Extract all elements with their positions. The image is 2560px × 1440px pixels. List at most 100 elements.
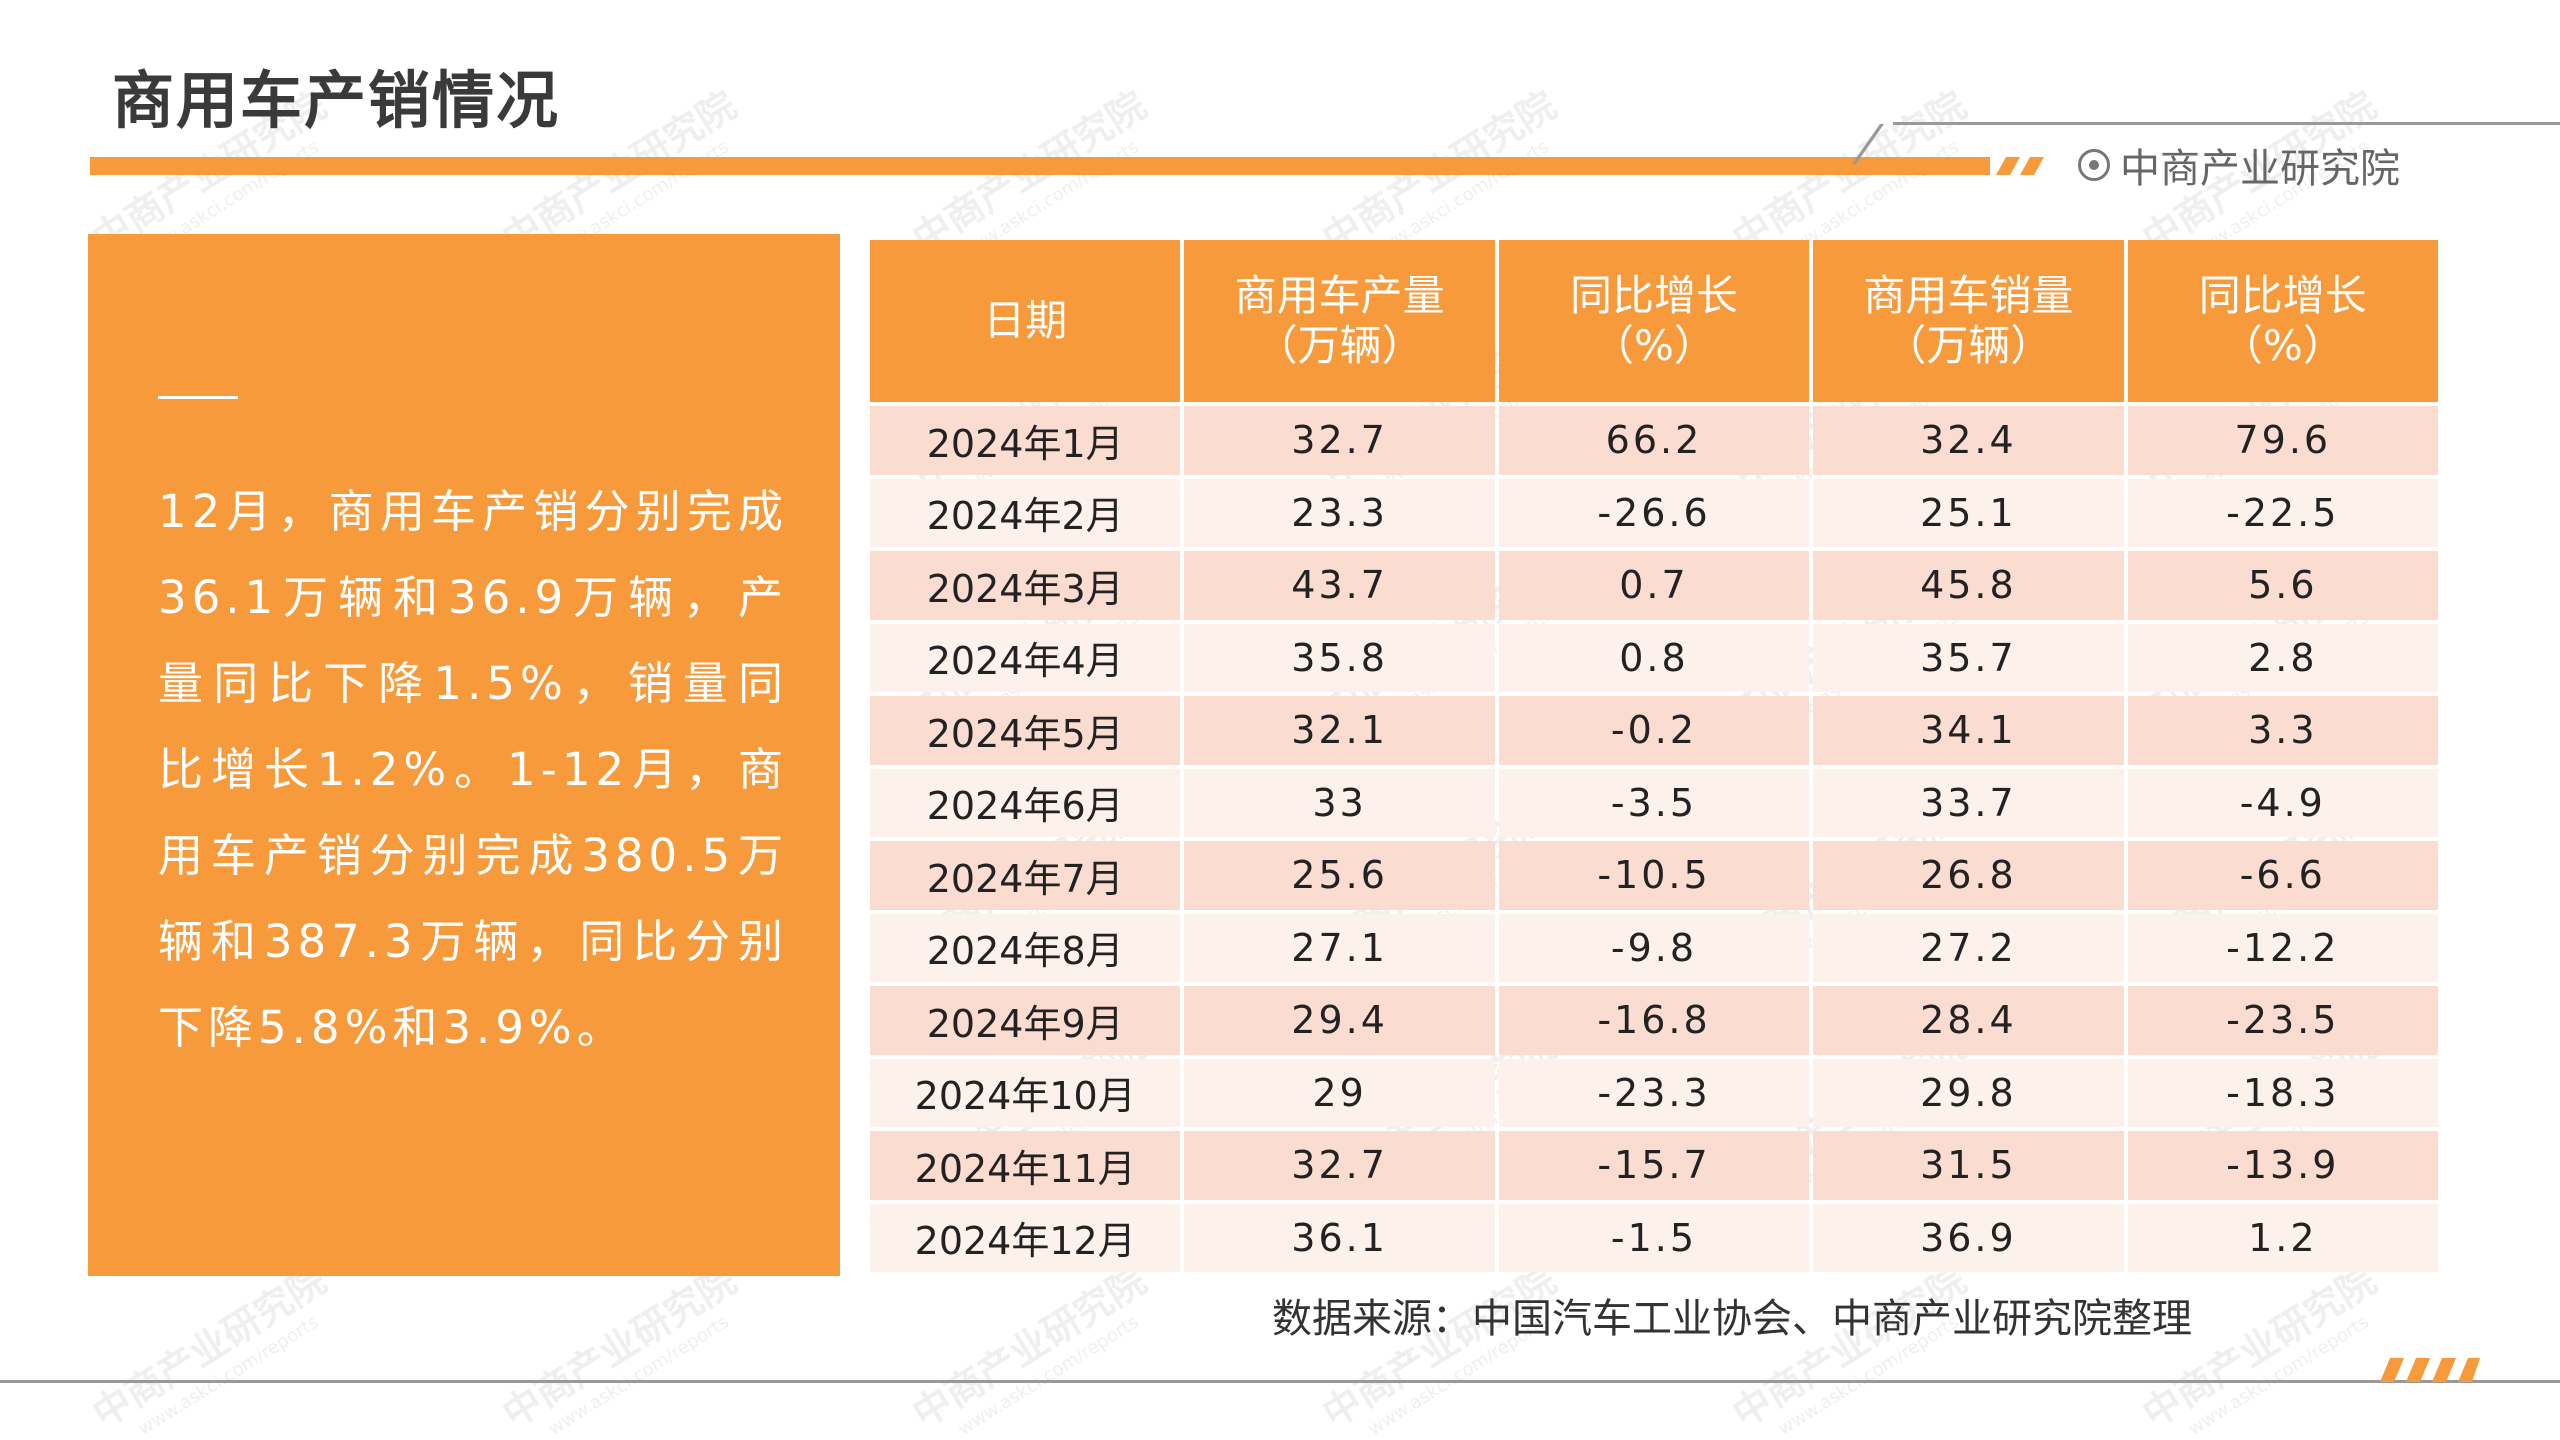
date-cell: 2024年1月 (870, 406, 1181, 475)
column-header-line: （%） (1592, 321, 1716, 370)
value-cell: 33.7 (1813, 768, 2124, 837)
value-cell: 3.3 (2127, 696, 2438, 765)
column-header: 商用车产量 （万辆） (1184, 240, 1495, 402)
value-cell: -4.9 (2127, 768, 2438, 837)
footer-stripes-decoration (2380, 1358, 2480, 1382)
value-cell: -9.8 (1498, 913, 1810, 982)
table-body: 2024年1月 32.7 66.2 32.4 79.6 2024年2月 23.3 -26.6 2… (870, 406, 2438, 1272)
value-cell: 25.1 (1813, 478, 2124, 547)
column-header: 同比增长 （%） (1498, 240, 1810, 402)
value-cell: 0.7 (1498, 551, 1810, 620)
value-cell: -13.9 (2127, 1131, 2438, 1200)
value-cell: -23.3 (1498, 1058, 1810, 1127)
value-cell: 1.2 (2127, 1203, 2438, 1272)
column-header-line: （万辆） (1255, 321, 1424, 370)
value-cell: 79.6 (2127, 406, 2438, 475)
value-cell: 29.8 (1813, 1058, 2124, 1127)
header-stripes-decoration (1996, 157, 2044, 175)
date-cell: 2024年2月 (870, 478, 1181, 547)
column-header-line: 同比增长 (1569, 271, 1738, 320)
value-cell: -23.5 (2127, 986, 2438, 1055)
value-cell: 36.1 (1184, 1203, 1495, 1272)
value-cell: -1.5 (1498, 1203, 1810, 1272)
value-cell: 5.6 (2127, 551, 2438, 620)
date-cell: 2024年9月 (870, 986, 1181, 1055)
value-cell: 33 (1184, 768, 1495, 837)
value-cell: 0.8 (1498, 623, 1810, 692)
value-cell: -16.8 (1498, 986, 1810, 1055)
table-row: 2024年9月 29.4 -16.8 28.4 -23.5 (870, 986, 2438, 1055)
watermark-text: 中商产业研究院 (84, 1257, 334, 1437)
header-line (1893, 122, 2560, 125)
value-cell: -10.5 (1498, 841, 1810, 910)
watermark-text: 中商产业研究院 (1314, 1257, 1564, 1437)
value-cell: -6.6 (2127, 841, 2438, 910)
value-cell: -26.6 (1498, 478, 1810, 547)
watermark-url: www.askci.com/reports (2184, 1311, 2373, 1440)
brand: 中商产业研究院 (2078, 140, 2400, 192)
date-cell: 2024年8月 (870, 913, 1181, 982)
date-cell: 2024年6月 (870, 768, 1181, 837)
value-cell: -18.3 (2127, 1058, 2438, 1127)
date-cell: 2024年11月 (870, 1131, 1181, 1200)
value-cell: -12.2 (2127, 913, 2438, 982)
header-accent-bar (90, 157, 1990, 175)
value-cell: 32.7 (1184, 406, 1495, 475)
value-cell: 32.7 (1184, 1131, 1495, 1200)
table-row: 2024年2月 23.3 -26.6 25.1 -22.5 (870, 478, 2438, 547)
source-note: 数据来源：中国汽车工业协会、中商产业研究院整理 (1272, 1296, 2192, 1342)
value-cell: 25.6 (1184, 841, 1495, 910)
summary-dash-decoration (158, 396, 238, 399)
value-cell: -0.2 (1498, 696, 1810, 765)
watermark-url: www.askci.com/reports (954, 1311, 1143, 1440)
date-cell: 2024年3月 (870, 551, 1181, 620)
value-cell: 43.7 (1184, 551, 1495, 620)
column-header-line: 商用车产量 (1234, 271, 1445, 320)
value-cell: 32.4 (1813, 406, 2124, 475)
table-row: 2024年11月 32.7 -15.7 31.5 -13.9 (870, 1131, 2438, 1200)
table-row: 2024年12月 36.1 -1.5 36.9 1.2 (870, 1203, 2438, 1272)
value-cell: 26.8 (1813, 841, 2124, 910)
sales-table: 日期 商用车产量 （万辆） 同比增长 （%） 商用车销量 （万辆） 同比增长 （%） 2024年… (866, 236, 2442, 1276)
summary-text: 12月，商用车产销分别完成36.1万辆和36.9万辆，产量同比下降1.5%，销量… (158, 485, 788, 1054)
value-cell: 29.4 (1184, 986, 1495, 1055)
target-circle-icon (2078, 149, 2110, 181)
value-cell: 32.1 (1184, 696, 1495, 765)
value-cell: 34.1 (1813, 696, 2124, 765)
table-row: 2024年10月 29 -23.3 29.8 -18.3 (870, 1058, 2438, 1127)
value-cell: 27.2 (1813, 913, 2124, 982)
watermark-text: 中商产业研究院 (1724, 1257, 1974, 1437)
footer-line (0, 1380, 2560, 1383)
watermark-text: 中商产业研究院 (2134, 1257, 2384, 1437)
date-cell: 2024年10月 (870, 1058, 1181, 1127)
table-row: 2024年3月 43.7 0.7 45.8 5.6 (870, 551, 2438, 620)
value-cell: 31.5 (1813, 1131, 2124, 1200)
table-row: 2024年1月 32.7 66.2 32.4 79.6 (870, 406, 2438, 475)
column-header-line: （万辆） (1884, 321, 2053, 370)
value-cell: -22.5 (2127, 478, 2438, 547)
page-title: 商用车产销情况 (112, 64, 561, 137)
summary-panel: 12月，商用车产销分别完成36.1万辆和36.9万辆，产量同比下降1.5%，销量… (88, 234, 840, 1276)
date-cell: 2024年4月 (870, 623, 1181, 692)
watermark-text: 中商产业研究院 (494, 1257, 744, 1437)
value-cell: 36.9 (1813, 1203, 2124, 1272)
value-cell: 27.1 (1184, 913, 1495, 982)
table-row: 2024年7月 25.6 -10.5 26.8 -6.6 (870, 841, 2438, 910)
value-cell: -3.5 (1498, 768, 1810, 837)
date-cell: 2024年12月 (870, 1203, 1181, 1272)
date-cell: 2024年5月 (870, 696, 1181, 765)
table-row: 2024年6月 33 -3.5 33.7 -4.9 (870, 768, 2438, 837)
column-header: 商用车销量 （万辆） (1813, 240, 2124, 402)
watermark-text: 中商产业研究院 (904, 1257, 1154, 1437)
table-row: 2024年5月 32.1 -0.2 34.1 3.3 (870, 696, 2438, 765)
watermark-url: www.askci.com/reports (544, 1311, 733, 1440)
column-header-line: 同比增长 (2198, 271, 2367, 320)
table-header-row: 日期 商用车产量 （万辆） 同比增长 （%） 商用车销量 （万辆） 同比增长 （%） (870, 240, 2438, 402)
value-cell: 29 (1184, 1058, 1495, 1127)
value-cell: 45.8 (1813, 551, 2124, 620)
column-header: 日期 (870, 240, 1181, 402)
